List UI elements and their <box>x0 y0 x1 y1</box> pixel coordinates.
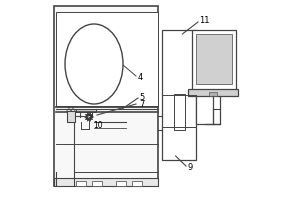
Bar <box>196 94 220 124</box>
Bar <box>132 181 142 186</box>
Text: 5: 5 <box>139 93 144 102</box>
Text: 9: 9 <box>187 162 192 171</box>
Bar <box>162 30 196 160</box>
Text: 7: 7 <box>139 100 144 109</box>
Bar <box>192 30 236 90</box>
Text: 4: 4 <box>138 72 143 82</box>
Bar <box>76 109 96 112</box>
Bar <box>174 94 185 130</box>
Bar <box>54 6 158 186</box>
Text: 11: 11 <box>199 16 209 25</box>
Bar <box>188 89 238 96</box>
Ellipse shape <box>65 24 123 104</box>
Bar <box>92 181 102 186</box>
Bar <box>54 178 158 186</box>
Text: 10: 10 <box>93 120 103 130</box>
Bar <box>76 181 86 186</box>
Bar <box>56 12 158 106</box>
Bar <box>196 34 232 84</box>
Bar <box>209 92 217 96</box>
Bar <box>116 181 126 186</box>
Bar <box>67 111 75 122</box>
